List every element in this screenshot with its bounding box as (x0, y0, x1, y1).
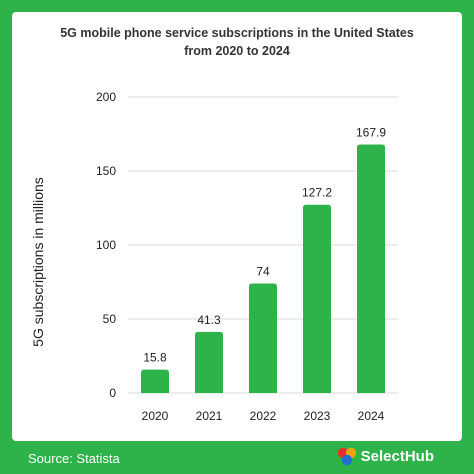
y-tick-label: 150 (96, 164, 116, 178)
chart-card (12, 12, 462, 441)
chart-title-line2: from 2020 to 2024 (184, 44, 290, 58)
y-tick-label: 100 (96, 238, 116, 252)
x-tick-label: 2023 (304, 409, 331, 423)
x-tick-label: 2020 (142, 409, 169, 423)
data-label: 15.8 (143, 351, 167, 365)
data-label: 127.2 (302, 186, 332, 200)
bar (303, 204, 331, 393)
bar (195, 331, 223, 393)
chart-title-line1: 5G mobile phone service subscriptions in… (60, 26, 414, 40)
bar (357, 144, 385, 393)
source-text: Source: Statista (28, 451, 120, 466)
brand-logo: SelectHub (336, 445, 434, 467)
footer: Source: Statista SelectHub (0, 441, 474, 474)
y-tick-label: 200 (96, 90, 116, 104)
y-tick-label: 0 (109, 386, 116, 400)
selecthub-logo-icon (337, 447, 356, 466)
x-tick-label: 2021 (196, 409, 223, 423)
data-label: 74 (256, 264, 270, 278)
x-tick-label: 2022 (250, 409, 277, 423)
data-label: 41.3 (197, 313, 221, 327)
brand-name: SelectHub (360, 447, 434, 465)
y-tick-label: 50 (103, 312, 117, 326)
y-axis-label: 5G subscriptions in millions (30, 177, 46, 347)
data-label: 167.9 (356, 126, 386, 140)
x-tick-label: 2024 (358, 409, 385, 423)
bar (249, 283, 277, 393)
bar (141, 369, 169, 393)
